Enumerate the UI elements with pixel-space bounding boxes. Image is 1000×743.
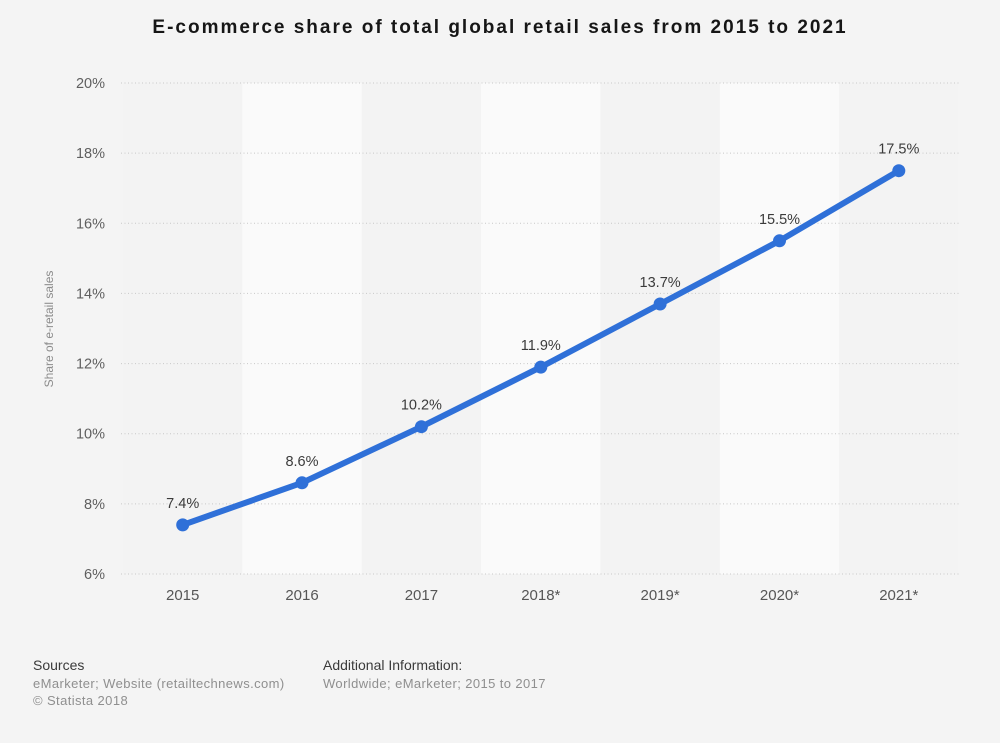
- footer-additional-info: Additional Information: Worldwide; eMark…: [323, 657, 546, 692]
- data-point: [295, 476, 309, 490]
- x-axis-label: 2019*: [640, 587, 679, 604]
- data-point: [176, 518, 190, 532]
- footer-sources: Sources eMarketer; Website (retailtechne…: [33, 657, 285, 709]
- data-point-label: 15.5%: [759, 212, 800, 228]
- plot-band: [361, 83, 482, 574]
- chart-svg: 6% 8% 10% 12% 14% 16% 18% 20% Share of e-retail …: [42, 76, 959, 604]
- y-axis-tick-label: 10%: [76, 427, 105, 443]
- x-axis-label: 2021*: [879, 587, 918, 604]
- data-point: [773, 234, 786, 248]
- y-axis-tick-label: 16%: [76, 216, 105, 232]
- x-axis-label: 2016: [285, 587, 318, 604]
- data-point-label: 10.2%: [401, 398, 442, 414]
- plot-band: [123, 83, 243, 574]
- y-axis-tick-label: 20%: [76, 76, 105, 92]
- plot-band: [242, 83, 362, 574]
- x-axis-label: 2018*: [521, 587, 560, 604]
- data-point-label: 11.9%: [521, 338, 561, 354]
- y-axis-tick-label: 14%: [76, 286, 105, 302]
- plot-band: [481, 83, 601, 574]
- data-point-label: 13.7%: [640, 275, 681, 291]
- additional-info-text: Worldwide; eMarketer; 2015 to 2017: [323, 676, 546, 691]
- plot-band: [600, 83, 720, 574]
- y-axis-tick-label: 12%: [76, 357, 105, 373]
- chart-area: 6% 8% 10% 12% 14% 16% 18% 20% Share of e-retail …: [42, 76, 959, 604]
- y-axis-tick-label: 8%: [84, 497, 105, 513]
- x-axis-label: 2015: [166, 587, 199, 604]
- sources-label: Sources: [33, 657, 85, 673]
- data-point: [414, 420, 428, 434]
- chart-title: E-commerce share of total global retail …: [152, 17, 848, 38]
- y-axis-tick-label: 6%: [84, 567, 105, 583]
- additional-info-label: Additional Information:: [323, 657, 463, 673]
- data-point-label: 7.4%: [166, 496, 199, 512]
- x-axis-label: 2017: [405, 587, 438, 604]
- data-point-label: 17.5%: [878, 142, 919, 158]
- sources-text: eMarketer; Website (retailtechnews.com): [33, 676, 285, 691]
- y-axis-tick-label: 18%: [76, 146, 105, 162]
- y-axis-title: Share of e-retail sales: [42, 271, 56, 388]
- data-point-label: 8.6%: [285, 454, 318, 470]
- data-point: [653, 297, 667, 311]
- copyright-text: © Statista 2018: [33, 693, 129, 708]
- plot-band: [719, 83, 840, 574]
- x-axis-label: 2020*: [760, 587, 799, 604]
- data-point: [534, 360, 548, 374]
- data-point: [892, 164, 906, 178]
